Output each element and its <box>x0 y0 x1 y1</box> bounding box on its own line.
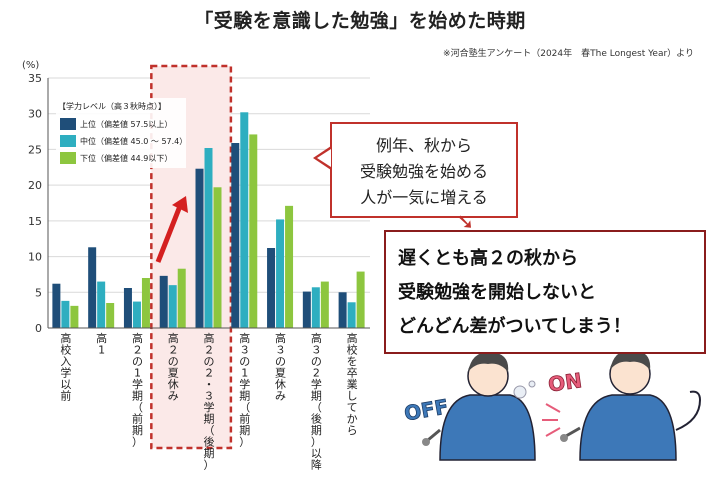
y-tick-label: 20 <box>28 179 42 192</box>
arrow-shaft <box>155 205 183 263</box>
bar <box>267 248 276 328</box>
y-tick-label: 10 <box>28 251 42 264</box>
legend-title: 【学力レベル（高３秋時点）】 <box>58 101 166 111</box>
y-tick-label: 30 <box>28 108 42 121</box>
source-note: ※河合塾生アンケート（2024年 春The Longest Year）より <box>443 49 694 59</box>
bar <box>123 288 132 328</box>
bars <box>52 112 365 329</box>
bar <box>70 305 79 328</box>
bar <box>276 219 285 328</box>
off-person-body <box>439 394 536 461</box>
y-tick-label: 25 <box>28 143 42 156</box>
bar <box>213 187 222 328</box>
legend-background <box>56 98 186 168</box>
bar <box>302 291 311 328</box>
trend-arrow <box>155 196 188 263</box>
x-tick-label: 高２の夏休み <box>168 331 179 403</box>
legend-swatch <box>60 135 76 147</box>
x-tick-label: 高２の 1 学期（前期） <box>132 331 143 449</box>
y-tick-label: 0 <box>35 322 42 335</box>
person-illustration: OFF ON <box>402 349 702 461</box>
bar <box>177 268 186 328</box>
callout-pointer-inner <box>317 149 331 167</box>
bar <box>97 281 106 328</box>
bar <box>347 302 356 328</box>
bar <box>168 285 177 328</box>
conclusion-line: 受験勉強を開始しないと <box>398 282 596 303</box>
axes <box>47 78 370 329</box>
callout-line: 人が一気に増える <box>360 188 488 207</box>
x-tick-labels: 高校入学以前 高 1 高２の 1 学期（前期） 高２の夏休み 高２の２・３学期（後期） 高３の 1… <box>60 331 357 472</box>
conclusion-box: 遅くとも高２の秋から 受験勉強を開始しないと どんどん差がついてしまう！ <box>384 230 706 354</box>
y-tick-label: 15 <box>28 215 42 228</box>
callout-box: 例年、秋から 受験勉強を始める 人が一気に増える <box>330 122 518 218</box>
callout-line: 例年、秋から <box>375 136 472 155</box>
on-label: ON <box>547 368 584 396</box>
action-line <box>545 427 561 437</box>
legend-label: 上位（偏差値 57.5以上） <box>80 119 172 129</box>
bar <box>52 283 61 328</box>
x-tick-label: 高３の 2 学期（後期）以降 <box>311 331 322 472</box>
legend-swatch <box>60 118 76 130</box>
legend-swatch <box>60 152 76 164</box>
bar <box>249 134 258 328</box>
page-title: 「受験を意識した勉強」を始めた時期 <box>194 10 526 32</box>
bar <box>88 247 97 328</box>
arrow-head <box>172 196 188 213</box>
sigh-bubble <box>528 380 536 388</box>
bar <box>231 143 240 328</box>
callout-line: 受験勉強を始める <box>359 162 488 181</box>
sigh-bubble <box>513 385 527 399</box>
raised-fist <box>675 390 702 431</box>
bar <box>320 281 329 328</box>
legend-label: 下位（偏差値 44.9以下） <box>80 153 172 163</box>
legend-label: 中位（偏差値 45.0 ～ 57.4） <box>80 136 187 146</box>
wind-up-key-knob <box>560 434 568 442</box>
conclusion-line: どんどん差がついてしまう！ <box>398 316 631 337</box>
bar <box>61 300 70 328</box>
bar <box>159 275 168 328</box>
x-tick-label: 高３の 1 学期（前期） <box>239 331 250 449</box>
y-tick-labels: 0 5 10 15 20 25 30 35 <box>28 72 42 335</box>
x-tick-label: 高３の夏休み <box>275 331 286 403</box>
conclusion-line: 遅くとも高２の秋から <box>398 248 578 269</box>
action-line <box>545 403 561 413</box>
y-tick-label: 5 <box>35 286 42 299</box>
legend: 【学力レベル（高３秋時点）】上位（偏差値 57.5以上） 中位（偏差値 45.0 … <box>56 98 187 168</box>
x-tick-label: 高２の２・３学期（後期） <box>204 331 215 472</box>
bar <box>106 303 115 328</box>
wind-up-key <box>427 428 441 442</box>
bar <box>204 148 213 328</box>
off-person-hair <box>468 351 509 372</box>
on-person-hair <box>610 349 651 370</box>
wind-up-key <box>565 426 581 438</box>
bar <box>311 287 320 328</box>
bar <box>285 205 294 328</box>
bar <box>338 292 347 328</box>
bar <box>132 301 141 328</box>
wind-up-key-knob <box>422 438 430 446</box>
y-tick-label: 35 <box>28 72 42 85</box>
bar <box>195 168 204 328</box>
bar <box>141 278 150 328</box>
y-axis-unit: (%) <box>22 60 40 71</box>
x-tick-label: 高校入学以前 <box>60 331 71 403</box>
off-label: OFF <box>402 394 450 425</box>
bar <box>356 271 365 328</box>
on-person-body <box>579 394 677 461</box>
down-arrow-icon: ➘ <box>456 210 475 235</box>
x-tick-label: 高校を卒業してから <box>347 331 358 437</box>
bar <box>240 112 249 329</box>
